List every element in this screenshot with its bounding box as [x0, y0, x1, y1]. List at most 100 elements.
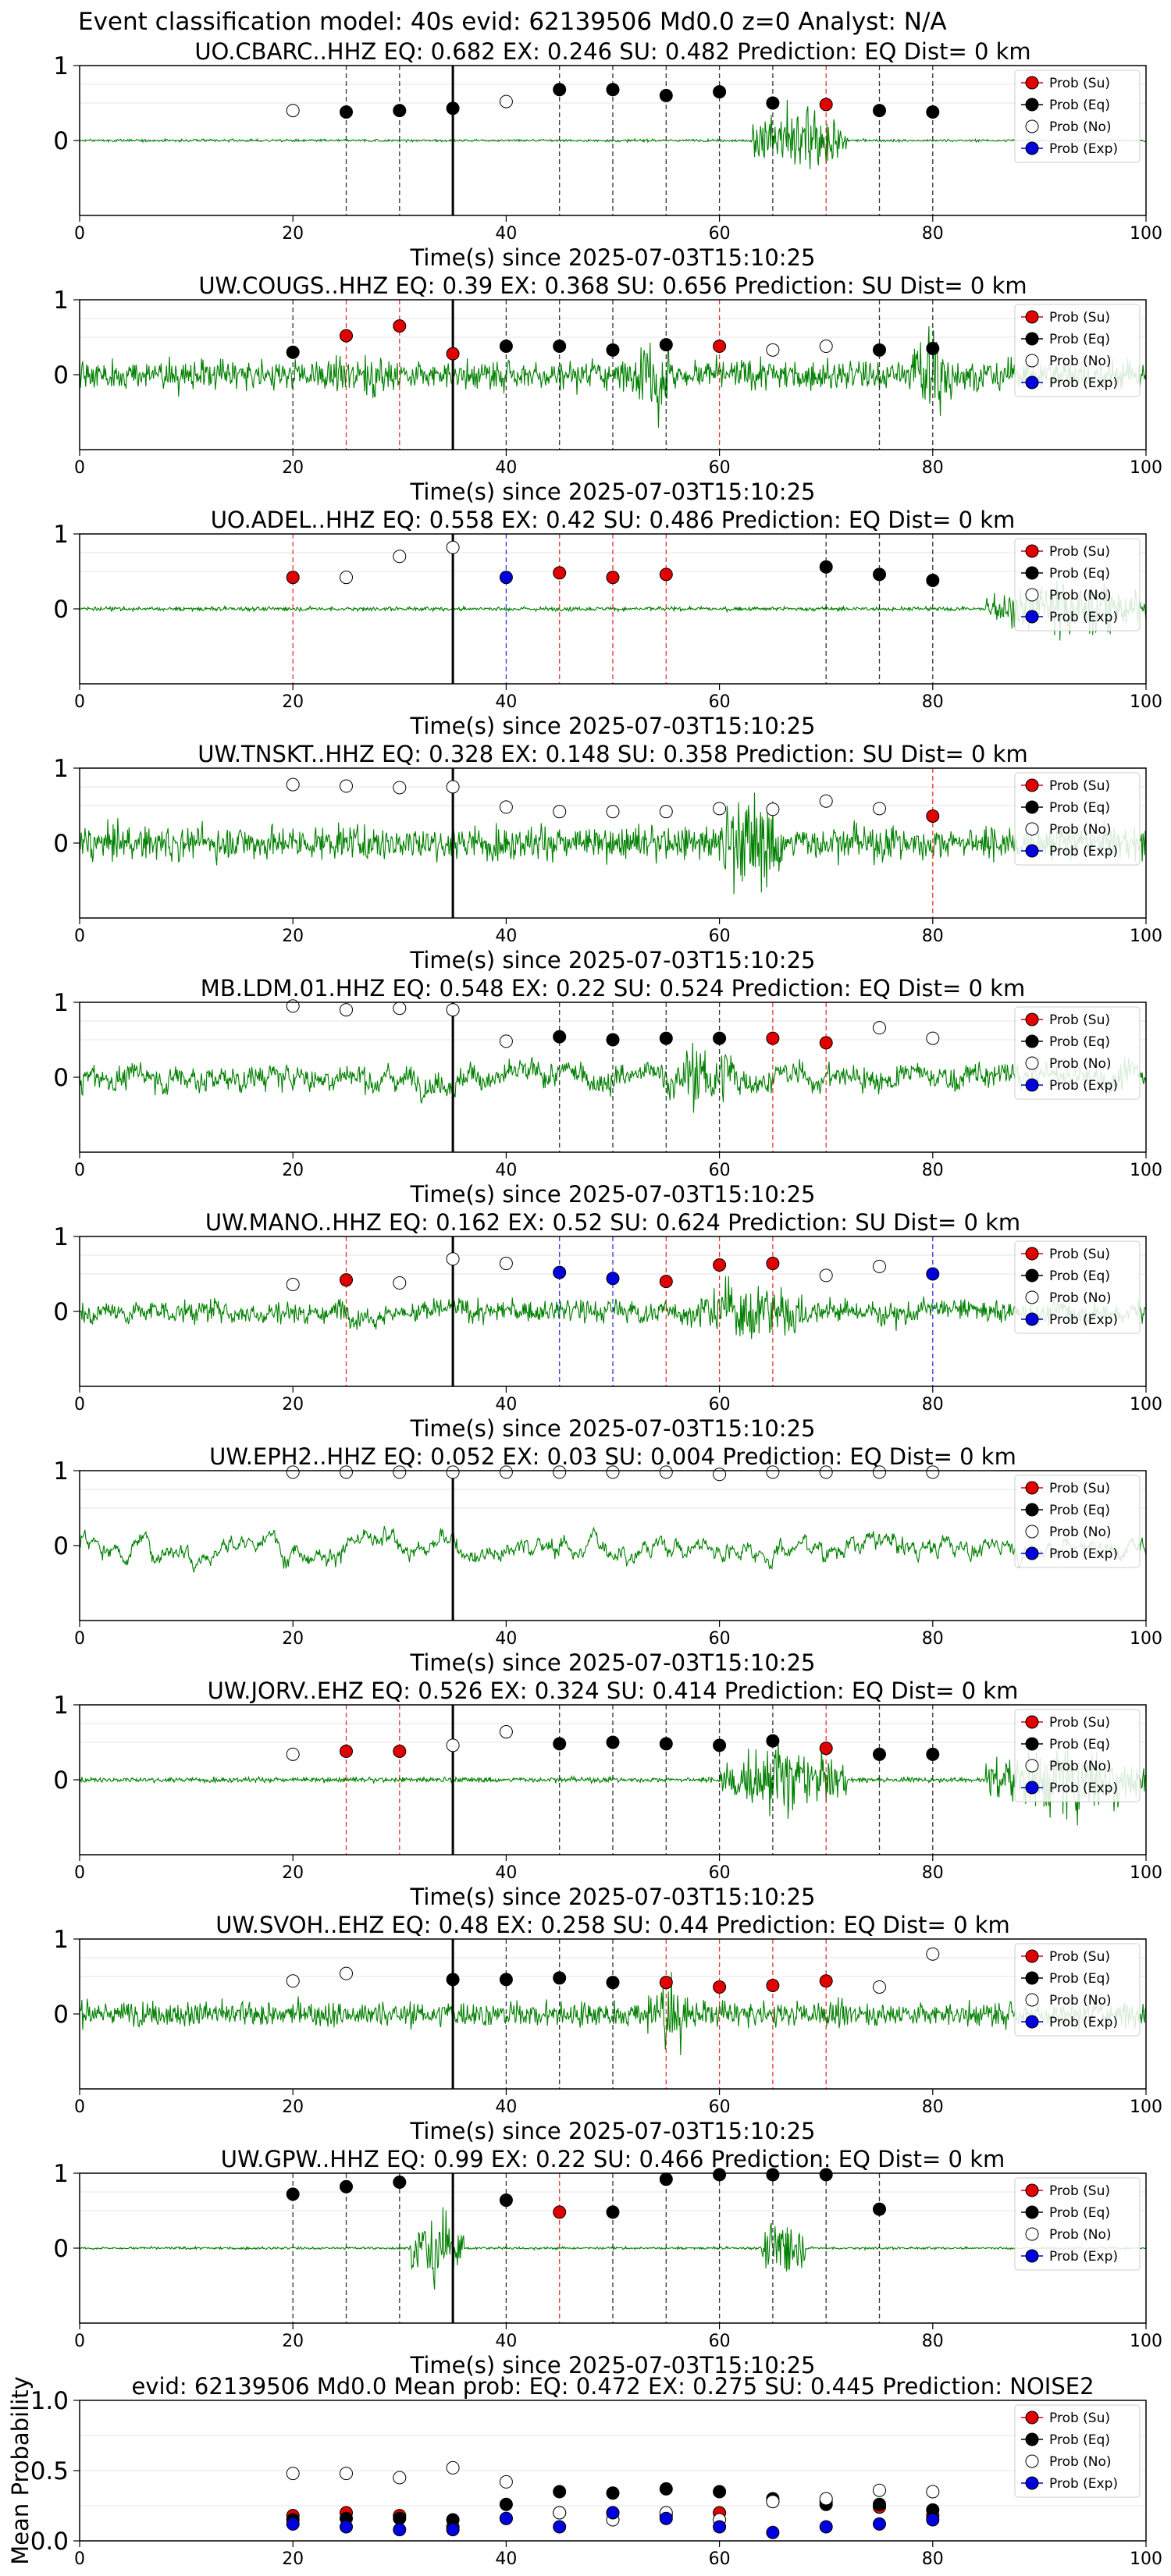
y-axis-label: Mean Probability — [7, 2376, 34, 2565]
legend-label: Prob (No) — [1049, 119, 1112, 135]
mean-marker-exp — [393, 2523, 407, 2537]
x-tick-label: 60 — [709, 2097, 731, 2117]
prob-marker-no — [766, 1465, 780, 1479]
y-tick-label: 0 — [53, 361, 69, 390]
legend-marker-eq — [1025, 2205, 1039, 2219]
x-tick-label: 20 — [282, 692, 304, 712]
legend: Prob (Su) Prob (Eq) Prob (No) Prob (Exp) — [1014, 304, 1141, 397]
mean-marker-eq — [606, 2486, 620, 2500]
prob-marker-su — [659, 568, 673, 582]
x-tick-label: 100 — [1130, 2332, 1162, 2351]
x-tick-label: 0 — [74, 1161, 85, 1180]
mean-marker-exp — [766, 2525, 780, 2539]
prob-marker-eq — [873, 568, 886, 582]
mean-marker-eq — [393, 2511, 407, 2525]
prob-marker-no — [286, 1747, 300, 1761]
panel-title: UO.CBARC..HHZ EQ: 0.682 EX: 0.246 SU: 0.… — [194, 38, 1030, 65]
legend-label: Prob (Su) — [1049, 1012, 1110, 1028]
x-tick-label: 40 — [495, 1395, 517, 1414]
mean-marker-no — [553, 2506, 567, 2520]
x-tick-label: 80 — [922, 2549, 944, 2569]
prob-marker-no — [393, 1276, 407, 1290]
prob-marker-su — [819, 1036, 833, 1050]
prob-marker-exp — [926, 1267, 940, 1281]
legend-marker-eq — [1025, 1268, 1039, 1283]
prob-marker-eq — [606, 1976, 620, 1990]
prob-marker-eq — [553, 83, 567, 97]
prob-marker-eq — [286, 2187, 300, 2201]
y-tick-label: 1.0 — [30, 2387, 69, 2415]
prob-marker-no — [499, 1034, 513, 1048]
legend-box — [1014, 2177, 1141, 2271]
prob-marker-no — [713, 802, 727, 816]
prob-marker-no — [819, 1268, 833, 1283]
x-tick-label: 0 — [74, 224, 85, 244]
x-tick-label: 40 — [495, 1161, 517, 1180]
prob-marker-no — [873, 1021, 886, 1035]
prob-marker-eq — [499, 2194, 513, 2208]
x-tick-label: 0 — [74, 692, 85, 712]
prob-marker-no — [819, 340, 833, 354]
legend-marker-su — [1025, 544, 1039, 558]
legend-label: Prob (No) — [1049, 1759, 1112, 1774]
x-tick-label: 20 — [282, 458, 304, 478]
panel-title: MB.LDM.01.HHZ EQ: 0.548 EX: 0.22 SU: 0.5… — [201, 975, 1025, 1002]
legend: Prob (Su) Prob (Eq) Prob (No) Prob (Exp) — [1014, 1475, 1141, 1568]
y-tick-label: 0 — [53, 127, 69, 155]
x-axis-label: Time(s) since 2025-07-03T15:10:25 — [410, 244, 816, 271]
y-tick-label: 1 — [53, 1223, 69, 1251]
legend-box — [1014, 1006, 1141, 1100]
prob-marker-su — [340, 1745, 353, 1759]
prob-marker-no — [393, 781, 407, 795]
prob-marker-eq — [659, 2172, 673, 2186]
prob-marker-eq — [766, 96, 780, 110]
legend-marker-su — [1025, 1247, 1039, 1261]
y-tick-label: 0 — [53, 1298, 69, 1326]
x-tick-label: 40 — [495, 692, 517, 712]
prob-marker-eq — [606, 1735, 620, 1749]
prob-marker-eq — [393, 2176, 407, 2190]
x-tick-label: 20 — [282, 1161, 304, 1180]
prob-marker-no — [766, 343, 780, 357]
panel-title: UW.COUGS..HHZ EQ: 0.39 EX: 0.368 SU: 0.6… — [198, 272, 1027, 299]
prob-marker-su — [606, 571, 620, 585]
legend-box — [1014, 304, 1141, 397]
x-tick-label: 40 — [495, 2097, 517, 2117]
prob-marker-su — [286, 571, 300, 585]
x-tick-label: 40 — [495, 2549, 517, 2569]
mean-marker-no — [926, 2485, 940, 2499]
prob-marker-su — [553, 2205, 567, 2219]
station-panel: UW.GPW..HHZ EQ: 0.99 EX: 0.22 SU: 0.466 … — [53, 2146, 1162, 2379]
mean-marker-exp — [286, 2517, 300, 2531]
legend-marker-exp — [1025, 610, 1039, 624]
legend-marker-no — [1025, 822, 1039, 836]
y-tick-label: 1 — [53, 1926, 69, 1954]
legend-marker-su — [1025, 1949, 1039, 1963]
legend-label: Prob (Su) — [1049, 1949, 1110, 1965]
prob-marker-eq — [659, 338, 673, 352]
prob-marker-no — [499, 1725, 513, 1739]
mean-marker-no — [873, 2483, 886, 2497]
legend-marker-exp — [1025, 1312, 1039, 1326]
x-tick-label: 20 — [282, 1863, 304, 1883]
legend-label: Prob (Su) — [1049, 544, 1110, 560]
x-tick-label: 60 — [709, 1395, 731, 1414]
legend-marker-no — [1025, 2227, 1039, 2241]
mean-marker-exp — [499, 2511, 513, 2525]
legend-label: Prob (Eq) — [1049, 2432, 1110, 2448]
legend-marker-su — [1025, 2183, 1039, 2197]
legend-marker-su — [1025, 76, 1039, 90]
prob-marker-su — [713, 1980, 727, 1994]
x-tick-label: 0 — [74, 1395, 85, 1414]
x-axis-label: Time(s) since 2025-07-03T15:10:25 — [410, 1884, 816, 1910]
prob-marker-eq — [340, 105, 353, 119]
y-tick-label: 1 — [53, 286, 69, 315]
mean-marker-eq — [659, 2482, 673, 2496]
legend-marker-no — [1025, 119, 1039, 133]
prob-marker-eq — [819, 560, 833, 574]
legend-label: Prob (Eq) — [1049, 800, 1110, 816]
y-tick-label: 0 — [53, 596, 69, 624]
legend-marker-no — [1025, 1993, 1039, 2007]
prob-marker-eq — [873, 104, 886, 118]
legend-label: Prob (Su) — [1049, 1715, 1110, 1731]
